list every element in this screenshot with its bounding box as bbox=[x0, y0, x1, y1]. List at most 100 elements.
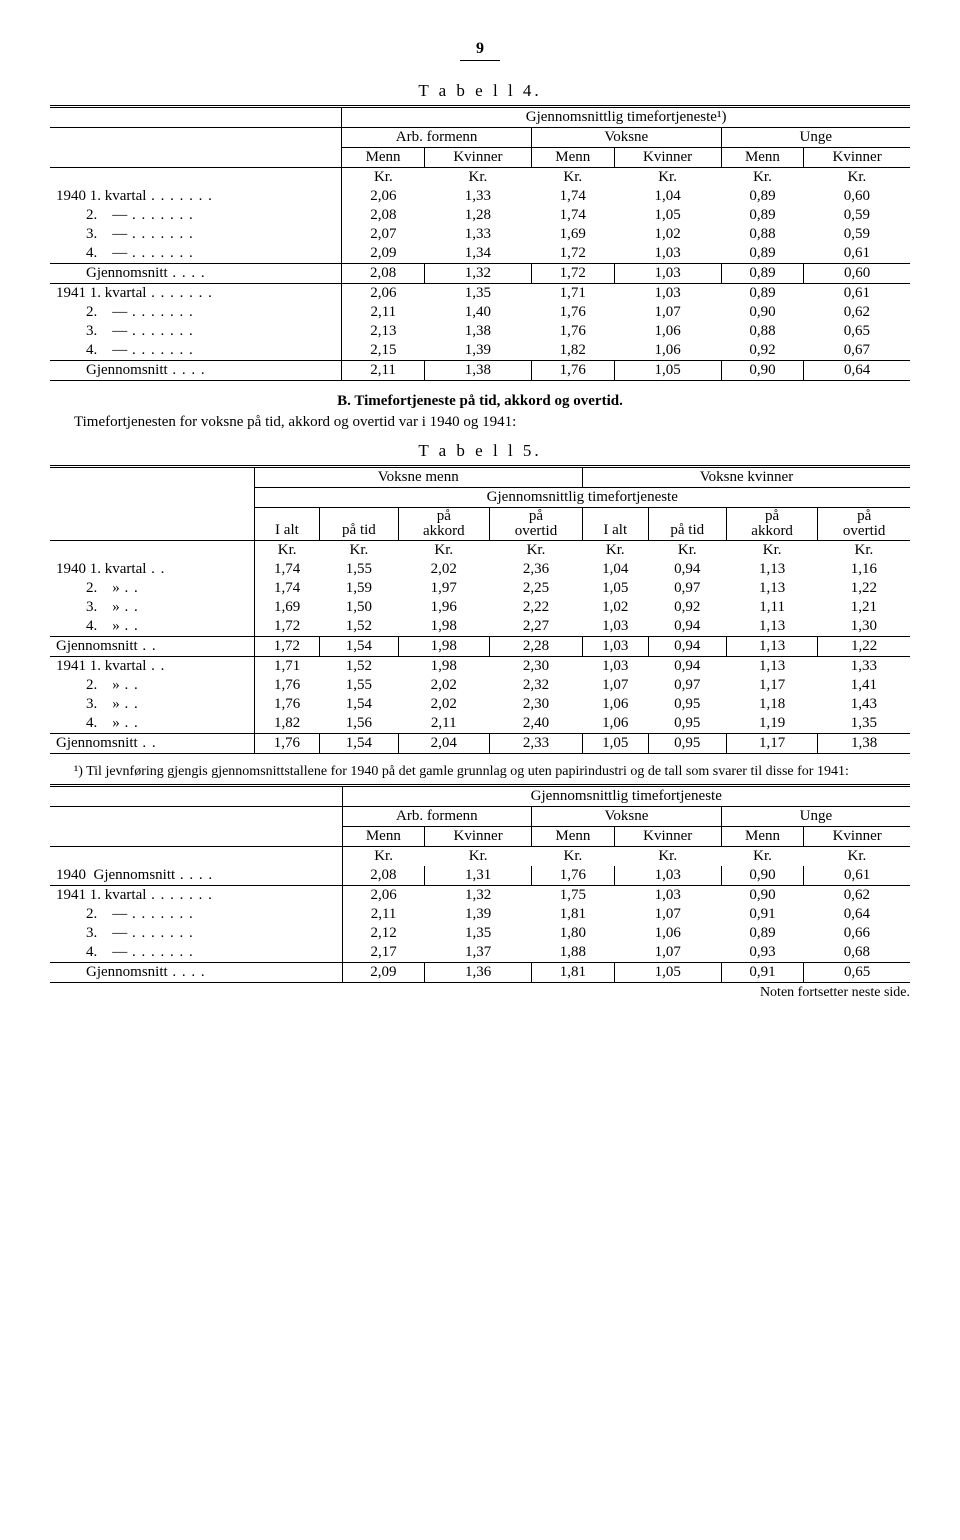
table-row: 1940 1. kvartal2,061,331,741,040,890,60 bbox=[50, 187, 910, 206]
table-row: 2. —2,111,391,811,070,910,64 bbox=[50, 905, 910, 924]
table-cell: 1,28 bbox=[424, 206, 531, 225]
table-cell: 2,02 bbox=[398, 695, 489, 714]
table-cell: 1,06 bbox=[582, 714, 648, 734]
table-row-label: 4. — bbox=[56, 342, 127, 358]
table-cell: 0,89 bbox=[721, 924, 804, 943]
table-cell: 1,52 bbox=[320, 657, 398, 677]
table-cell: 2,11 bbox=[342, 905, 425, 924]
table-cell: 0,93 bbox=[721, 943, 804, 963]
t5-u0: Kr. bbox=[254, 541, 320, 561]
table-row-label: 2. » bbox=[56, 580, 120, 596]
table-cell: 0,90 bbox=[721, 886, 804, 906]
table-cell: 1,98 bbox=[398, 657, 489, 677]
table4: Gjennomsnittlig timefortjeneste¹) Arb. f… bbox=[50, 105, 910, 381]
continue-note: Noten fortsetter neste side. bbox=[50, 985, 910, 1001]
table-cell: 1,05 bbox=[582, 579, 648, 598]
table-cell: 2,09 bbox=[342, 244, 425, 264]
table-row-label: 4. » bbox=[56, 715, 120, 731]
table-row-label: 2. » bbox=[56, 677, 120, 693]
table-cell: 1,74 bbox=[254, 560, 320, 579]
table-row: 3. —2,121,351,801,060,890,66 bbox=[50, 924, 910, 943]
table-row-label: 3. — bbox=[56, 226, 127, 242]
table-cell: 1,07 bbox=[582, 676, 648, 695]
table-cell: 1,02 bbox=[582, 598, 648, 617]
table-cell: 1,71 bbox=[531, 284, 614, 304]
t4-sh5: Kvinner bbox=[804, 148, 910, 168]
t6-sh3: Kvinner bbox=[614, 827, 721, 847]
t6-sh5: Kvinner bbox=[804, 827, 910, 847]
table-cell: 1,69 bbox=[531, 225, 614, 244]
t6-avg-4: 0,91 bbox=[721, 963, 804, 983]
t4-a2-1: 1,38 bbox=[424, 361, 531, 381]
t6-avg-label: Gjennomsnitt bbox=[56, 964, 168, 980]
table-cell: 1,38 bbox=[424, 322, 531, 341]
table-cell: 1,76 bbox=[254, 695, 320, 714]
t6-u4: Kr. bbox=[721, 847, 804, 867]
table-cell: 1,59 bbox=[320, 579, 398, 598]
table-cell: 1,04 bbox=[582, 560, 648, 579]
t5-ch0: I alt bbox=[254, 508, 320, 541]
table-cell: 1,30 bbox=[818, 617, 910, 637]
t5-avg1-label: Gjennomsnitt bbox=[56, 638, 138, 654]
t5-a1-6: 1,13 bbox=[726, 637, 817, 657]
table-cell: 1,07 bbox=[614, 905, 721, 924]
t6-avg-0: 2,09 bbox=[342, 963, 425, 983]
t4-gh0: Arb. formenn bbox=[342, 128, 532, 148]
t5-u7: Kr. bbox=[818, 541, 910, 561]
table-row: 2. »1,741,591,972,251,050,971,131,22 bbox=[50, 579, 910, 598]
table-cell: 1,13 bbox=[726, 617, 817, 637]
t5-u1: Kr. bbox=[320, 541, 398, 561]
table-row-label: 4. » bbox=[56, 618, 120, 634]
table-cell: 1,17 bbox=[726, 676, 817, 695]
table-cell: 0,88 bbox=[721, 225, 804, 244]
t4-u2: Kr. bbox=[531, 168, 614, 188]
table-cell: 1,03 bbox=[614, 284, 721, 304]
t4-a1-0: 2,08 bbox=[342, 264, 425, 284]
table-cell: 0,89 bbox=[721, 244, 804, 264]
t6-u0: Kr. bbox=[342, 847, 425, 867]
t6-avg-2: 1,81 bbox=[532, 963, 615, 983]
t6-u1: Kr. bbox=[425, 847, 532, 867]
t5-a2-1: 1,54 bbox=[320, 734, 398, 754]
table-cell: 2,06 bbox=[342, 284, 425, 304]
table-cell: 0,89 bbox=[721, 187, 804, 206]
t5-a1-7: 1,22 bbox=[818, 637, 910, 657]
table-cell: 1,74 bbox=[531, 187, 614, 206]
t4-avg1-label: Gjennomsnitt bbox=[56, 265, 168, 281]
t5-a2-4: 1,05 bbox=[582, 734, 648, 754]
table-cell: 1,03 bbox=[582, 657, 648, 677]
table-cell: 2,11 bbox=[342, 303, 425, 322]
t5-a2-6: 1,17 bbox=[726, 734, 817, 754]
table-cell: 1,13 bbox=[726, 657, 817, 677]
table-cell: 2,40 bbox=[490, 714, 583, 734]
t5-u3: Kr. bbox=[490, 541, 583, 561]
t5-a2-7: 1,38 bbox=[818, 734, 910, 754]
table-row: 3. »1,761,542,022,301,060,951,181,43 bbox=[50, 695, 910, 714]
t6-sh2: Menn bbox=[532, 827, 615, 847]
table-row-label: 2. — bbox=[56, 906, 127, 922]
t6-u2: Kr. bbox=[532, 847, 615, 867]
t4-sh4: Menn bbox=[721, 148, 804, 168]
table-cell: 0,92 bbox=[648, 598, 726, 617]
table-cell: 2,08 bbox=[342, 206, 425, 225]
table-cell: 0,91 bbox=[721, 905, 804, 924]
table-cell: 2,36 bbox=[490, 560, 583, 579]
table-row-label: 1941 1. kvartal bbox=[56, 285, 146, 301]
t5-ch1: på tid bbox=[320, 508, 398, 541]
table-row: 4. —2,091,341,721,030,890,61 bbox=[50, 244, 910, 264]
table-cell: 1,69 bbox=[254, 598, 320, 617]
t5-a1-3: 2,28 bbox=[490, 637, 583, 657]
t4-avg2-label: Gjennomsnitt bbox=[56, 362, 168, 378]
t6-1940-4: 0,90 bbox=[721, 866, 804, 886]
table-row-label: 3. — bbox=[56, 323, 127, 339]
table-cell: 1,11 bbox=[726, 598, 817, 617]
table-row-label: 3. » bbox=[56, 696, 120, 712]
table-cell: 1,55 bbox=[320, 560, 398, 579]
table-cell: 0,60 bbox=[804, 187, 910, 206]
table-cell: 1,82 bbox=[531, 341, 614, 361]
footnote: ¹) Til jevnføring gjengis gjennomsnittst… bbox=[50, 764, 910, 780]
t5-u5: Kr. bbox=[648, 541, 726, 561]
t5-a1-0: 1,72 bbox=[254, 637, 320, 657]
t4-a1-5: 0,60 bbox=[804, 264, 910, 284]
table-cell: 0,94 bbox=[648, 617, 726, 637]
